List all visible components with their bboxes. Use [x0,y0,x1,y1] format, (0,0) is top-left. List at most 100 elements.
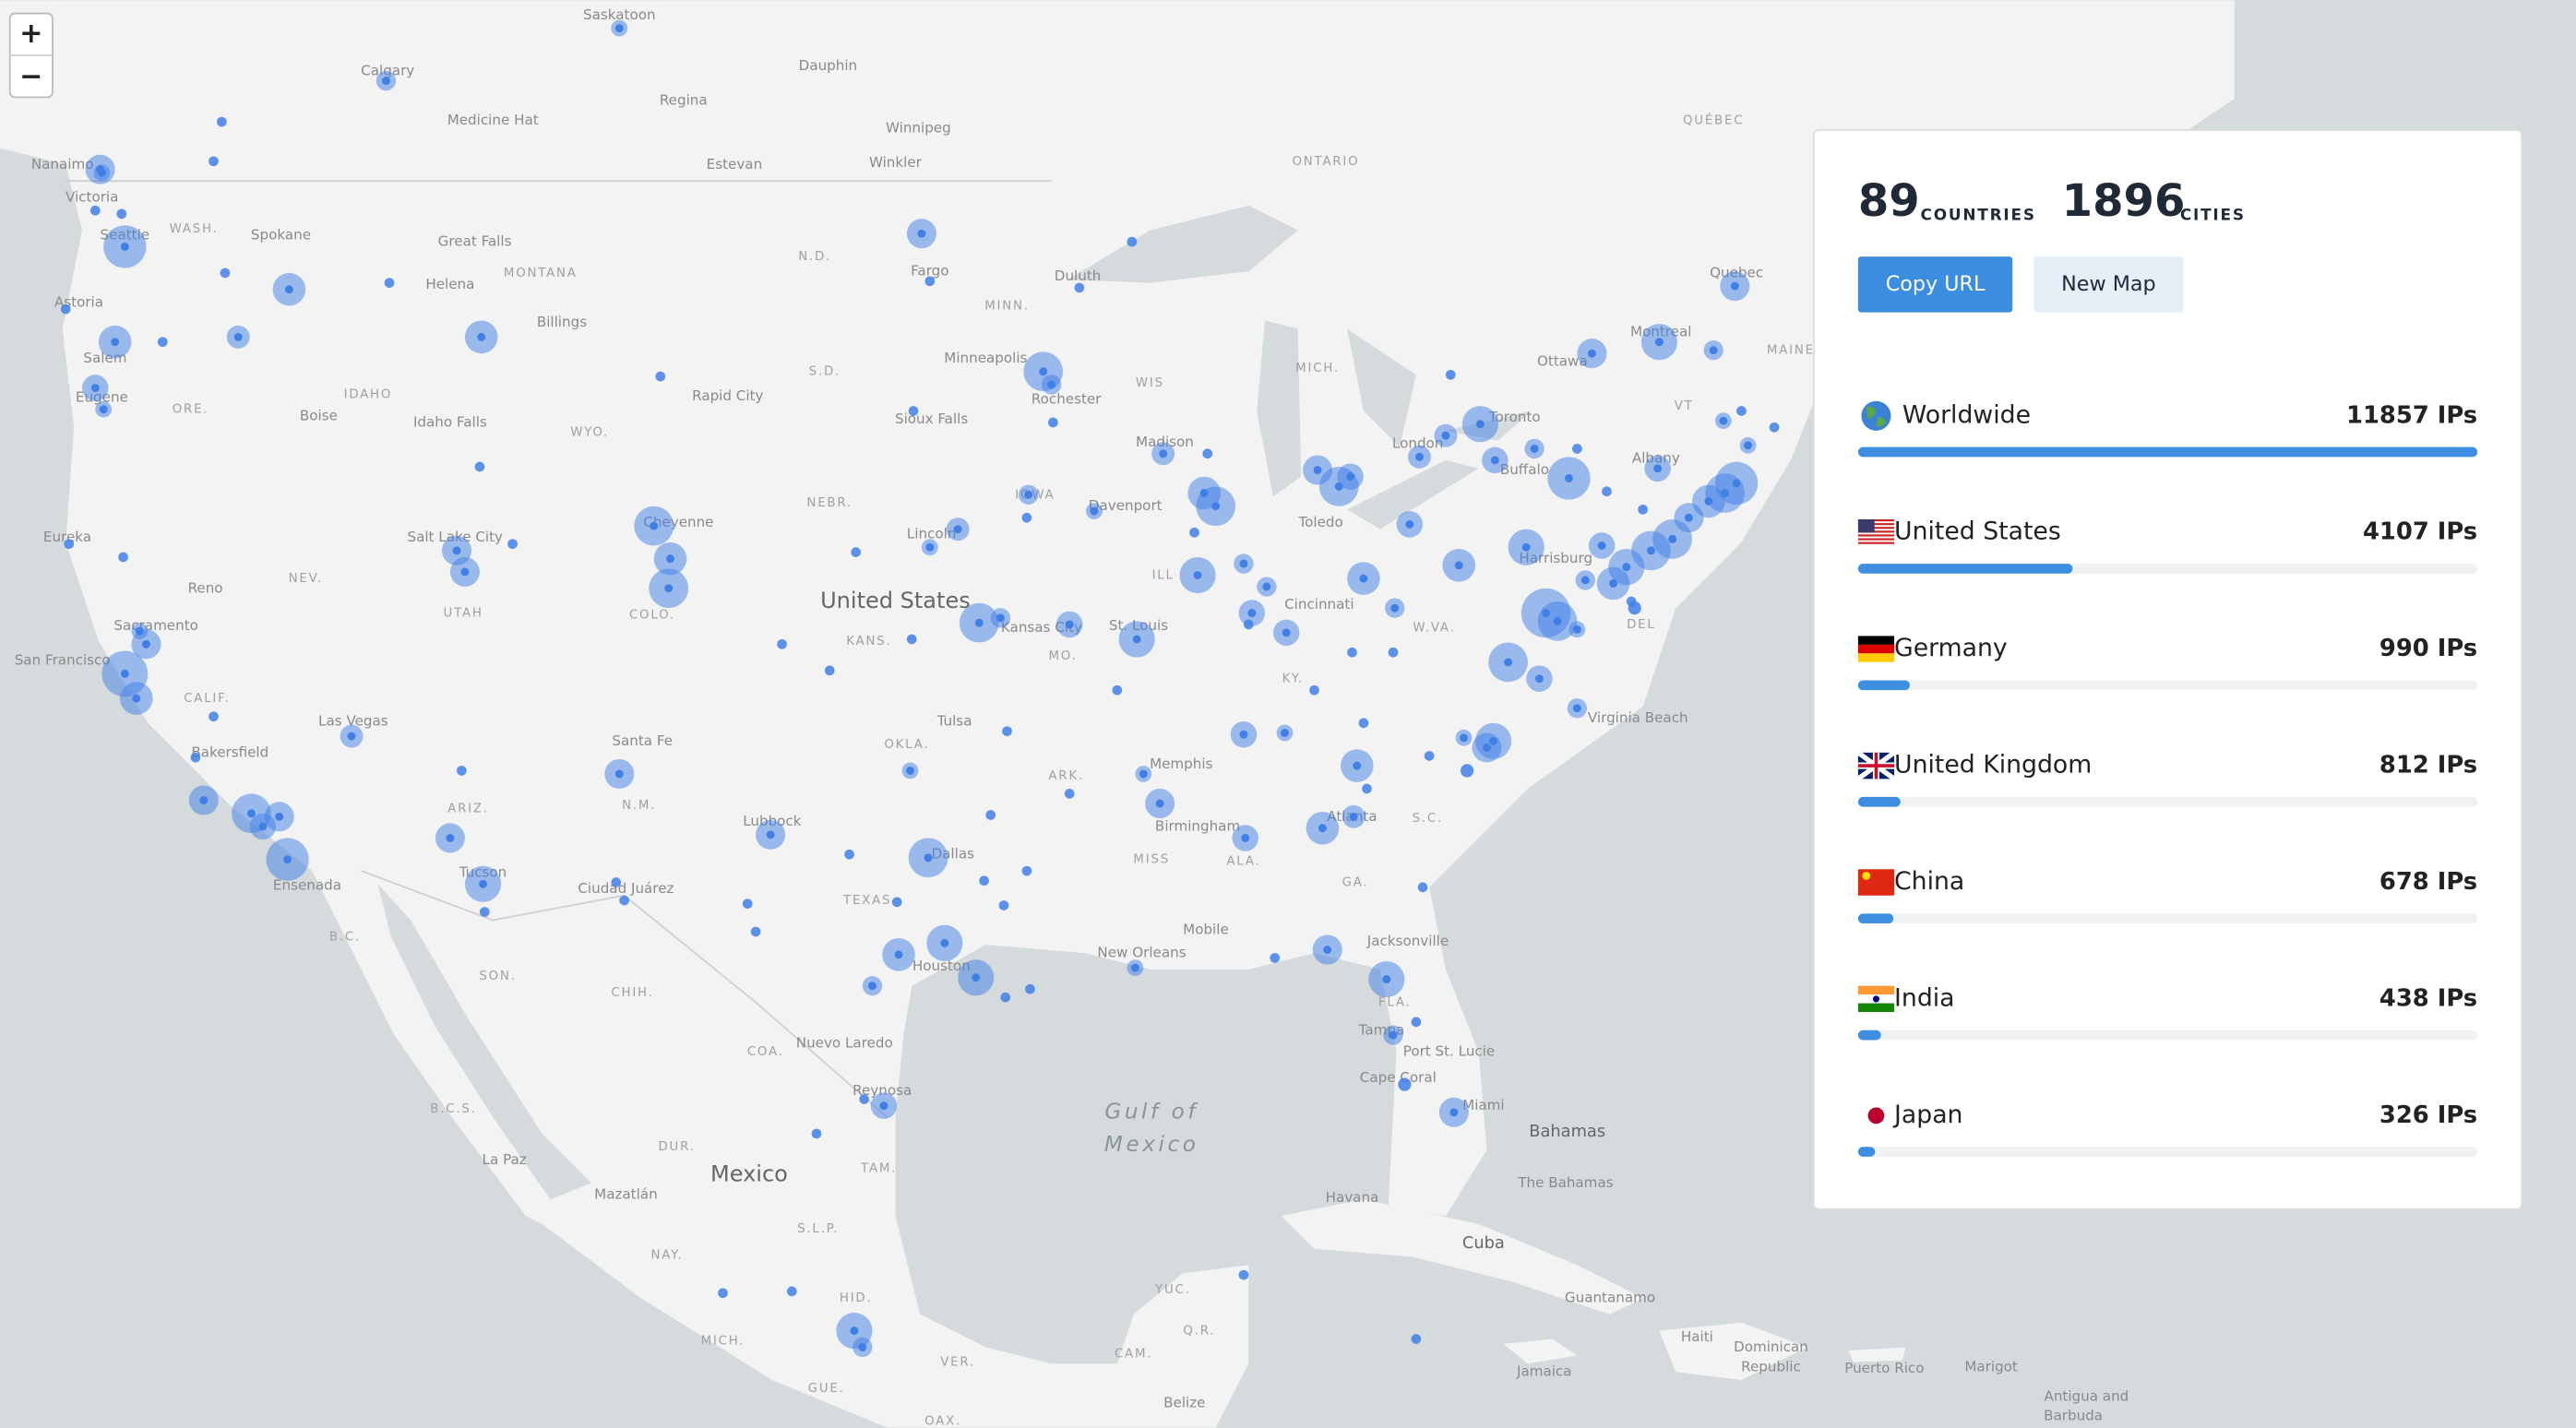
map-label: Bahamas [1529,1122,1605,1141]
city-marker-core [1565,474,1573,482]
city-marker-core [111,338,120,347]
city-marker [1270,953,1281,963]
city-marker-core [1346,472,1355,482]
country-row: Japan 326 IPs [1857,1101,2478,1157]
flag-stripe [1857,538,1895,541]
map-label: MONTANA [504,267,578,280]
zoom-out[interactable]: − [19,61,42,93]
flag-sun [1867,1107,1885,1125]
city-marker-core [917,229,926,238]
map-label: Guantanamo [1565,1290,1655,1306]
map-label: Saskatoon [583,6,656,23]
ip-bar [1857,564,2073,574]
city-marker-core [1132,635,1141,644]
city-marker-core [940,938,949,947]
city-marker-core [664,584,674,593]
cities-count: 1896 [2062,175,2186,227]
map-label: Estevan [707,156,762,173]
city-marker-core [1572,704,1581,713]
city-marker [718,1288,728,1299]
map-label: ARIZ. [447,802,489,815]
flag-stripe [1857,530,1895,533]
map-label: Cincinnati [1284,596,1354,613]
city-marker-core [1280,729,1289,737]
flag-stripe [1857,518,1895,522]
map-label: Mexico [710,1160,788,1186]
map-label: Duluth [1055,268,1102,284]
city-marker-core [1318,824,1327,833]
city-marker-core [1580,576,1590,585]
city-marker-core [858,1342,867,1351]
city-marker-core [479,879,487,888]
city-marker-core [284,285,293,294]
copy-url-label[interactable]: Copy URL [1886,272,1986,296]
city-marker-core [868,982,877,991]
city-marker-core [1390,603,1400,613]
city-marker-core [460,567,470,577]
map-label: OKLA. [884,738,929,752]
new-map-button[interactable] [2033,256,2184,313]
city-marker-core [90,384,100,392]
city-marker [1626,596,1637,607]
city-marker-core [953,525,962,534]
city-marker [924,276,936,287]
map-label: Boise [300,407,338,423]
city-marker-core [1405,519,1414,529]
city-marker [619,895,629,906]
map-label: The Bahamas [1517,1174,1613,1191]
copy-url-button[interactable] [1857,256,2013,313]
map-label: Winnipeg [886,120,951,137]
city-marker [1445,369,1456,380]
city-marker-core [258,822,268,831]
map-label: SON. [479,970,516,983]
flag-band [1857,644,1895,654]
city-marker [998,900,1009,910]
city-marker-core [614,24,624,33]
map-label: ILL [1152,569,1175,583]
city-marker [1202,448,1213,459]
map-label: ONTARIO [1293,155,1360,169]
city-marker-core [1241,833,1250,842]
new-map-label[interactable]: New Map [2061,272,2156,296]
map-label: N.M. [622,799,656,813]
flag-wheel [1872,995,1880,1003]
city-marker-core [1359,574,1368,583]
city-marker [1127,236,1138,247]
map-label: Billings [537,314,587,330]
city-marker [811,1128,822,1139]
map-label: Miami [1462,1097,1504,1113]
city-marker-core [132,694,141,703]
map-label: Jamaica [1516,1363,1572,1380]
city-marker [474,461,485,472]
map-label: Toronto [1488,409,1541,425]
city-marker-core [1262,582,1271,591]
city-marker [1411,1017,1422,1028]
city-marker [1388,647,1399,658]
map-label: Madison [1136,434,1194,450]
map-label: Sioux Falls [895,411,968,427]
city-marker-core [614,769,624,779]
map-label: S.C. [1413,812,1443,826]
map-label: Belize [1163,1394,1205,1410]
map-label: Bakersfield [191,744,268,760]
map-label: Regina [660,91,708,108]
map-label: Houston [912,958,971,974]
country-name: China [1894,867,1964,896]
flag-stripe [1857,541,1895,544]
map-label: Haiti [1681,1328,1713,1345]
map-label: Port St. Lucie [1403,1042,1496,1059]
city-marker [116,208,127,220]
ip-count: 11857 IPs [2346,401,2477,429]
city-marker-core [135,626,144,636]
zoom-in[interactable]: + [19,18,42,50]
city-marker-core [1039,367,1048,376]
city-marker [479,907,490,917]
city-marker [217,116,227,127]
city-marker [1048,417,1058,428]
city-marker-core [1572,625,1581,634]
flag-stripe [1857,534,1895,537]
ip-count: 678 IPs [2379,868,2477,896]
map-label: QUÉBEC [1683,111,1744,127]
city-marker [220,268,231,279]
country-row: United Kingdom 812 IPs [1856,751,2478,807]
